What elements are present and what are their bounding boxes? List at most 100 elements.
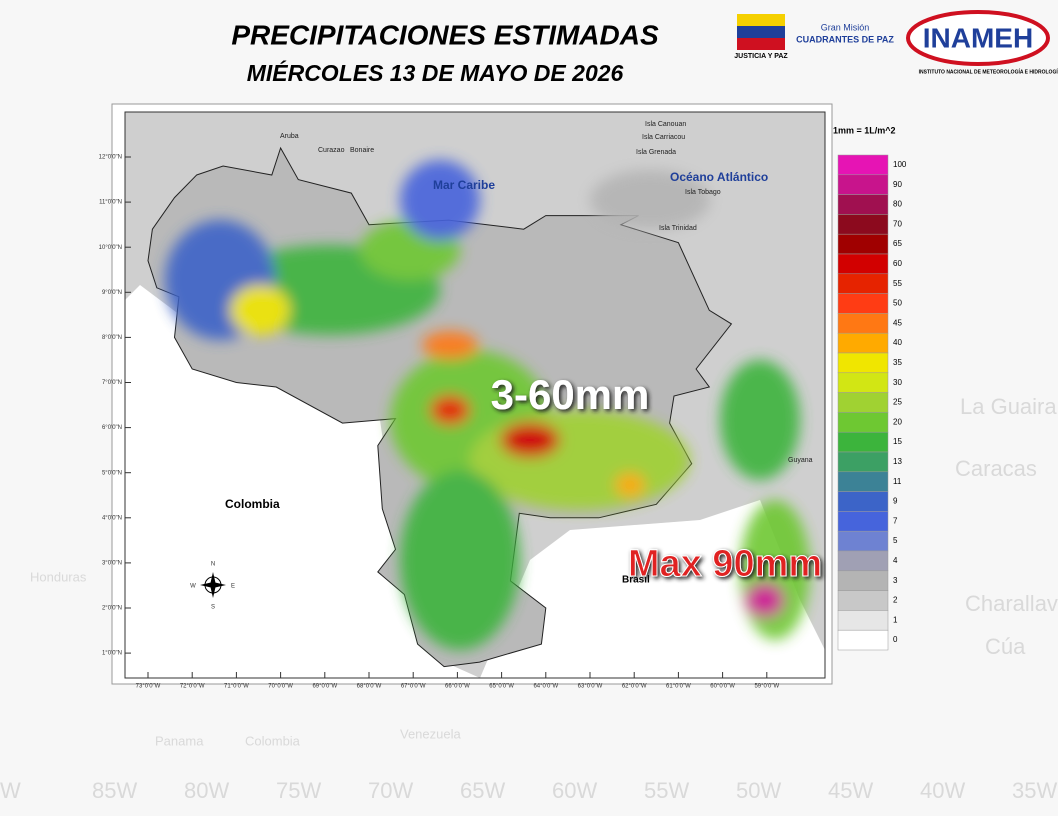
- max-label: Max 90mm: [628, 543, 822, 585]
- legend-label: 35: [893, 358, 902, 367]
- lat-tick-label: 3°0'0"N: [102, 560, 122, 566]
- lon-tick-label: 68°0'0"W: [357, 684, 382, 690]
- lon-tick-label: 71°0'0"W: [224, 684, 249, 690]
- legend-swatch: [837, 372, 889, 393]
- lon-tick-label: 62°0'0"W: [622, 684, 647, 690]
- legend-label: 0: [893, 635, 898, 644]
- lat-tick-label: 4°0'0"N: [102, 515, 122, 521]
- legend-swatch: [837, 590, 889, 611]
- lat-tick-label: 8°0'0"N: [102, 335, 122, 341]
- flag-stripe: [737, 38, 785, 50]
- lon-tick-label: 61°0'0"W: [666, 684, 691, 690]
- lat-tick-label: 11°0'0"N: [99, 200, 122, 206]
- compass-star: [200, 572, 226, 598]
- legend-swatch: [837, 451, 889, 473]
- legend-swatch: [837, 233, 889, 255]
- legend-swatch: [837, 610, 889, 631]
- legend-label: 4: [893, 556, 898, 565]
- legend-label: 7: [893, 516, 898, 525]
- logo-text: CUADRANTES DE PAZ: [796, 34, 894, 44]
- lat-tick-label: 5°0'0"N: [102, 470, 122, 476]
- lat-tick-label: 1°0'0"N: [102, 651, 122, 657]
- rain-area: [422, 331, 478, 359]
- legend-label: 2: [893, 596, 898, 605]
- compass: N S E W: [190, 562, 235, 611]
- bg-lon-label: 85W: [92, 778, 137, 803]
- legend-label: 50: [893, 299, 902, 308]
- place: Bonaire: [350, 147, 374, 154]
- legend-label: 80: [893, 200, 902, 209]
- legend-swatch: [837, 273, 889, 294]
- rain-area: [615, 473, 645, 497]
- lat-tick-label: 9°0'0"N: [102, 290, 122, 296]
- flag-stripe: [737, 14, 785, 26]
- place: Isla Carriacou: [642, 134, 685, 141]
- bg-place: Venezuela: [400, 726, 461, 741]
- legend-title: 1mm = 1L/m^2: [833, 125, 896, 135]
- rain-area: [500, 422, 560, 458]
- legend-swatch: [837, 154, 889, 176]
- bg-place: Charallave: [965, 591, 1058, 616]
- place: Isla Canouan: [645, 121, 686, 128]
- bg-place: Colombia: [245, 733, 301, 748]
- legend-label: 90: [893, 180, 902, 189]
- legend-swatch: [837, 471, 889, 492]
- place: Aruba: [280, 133, 299, 140]
- map-frame: [124, 111, 826, 679]
- country-label: Brasil: [622, 575, 650, 586]
- legend-swatch: [837, 392, 889, 413]
- bg-lon-label: W: [0, 778, 21, 803]
- legend-label: 55: [893, 279, 902, 288]
- bg-lon-label: 50W: [736, 778, 781, 803]
- place: Isla Tobago: [685, 189, 721, 196]
- legend-label: 15: [893, 437, 902, 446]
- lon-tick-label: 60°0'0"W: [710, 684, 735, 690]
- bg-lon-label: 55W: [644, 778, 689, 803]
- legend-swatch: [837, 491, 889, 512]
- bg-lon-label: 60W: [552, 778, 597, 803]
- bg-lon-label: 45W: [828, 778, 873, 803]
- logo-text: JUSTICIA Y PAZ: [734, 53, 788, 60]
- map: Aruba Curazao Bonaire Isla Canouan Isla …: [125, 112, 825, 678]
- brasil-land: [480, 500, 825, 678]
- rain-area: [745, 582, 785, 618]
- legend-swatch: [837, 293, 889, 314]
- logo-text: INSTITUTO NACIONAL DE METEOROLOGÍA E HID…: [919, 67, 1058, 75]
- lon-tick-label: 73°0'0"W: [136, 684, 161, 690]
- place: Guyana: [788, 457, 813, 464]
- legend-swatch: [837, 332, 889, 354]
- legend-label: 9: [893, 497, 898, 506]
- legend-label: 3: [893, 576, 898, 585]
- range-label: 3-60mm: [491, 371, 650, 418]
- bg-lon-label: 70W: [368, 778, 413, 803]
- logos: JUSTICIA Y PAZ Gran Misión CUADRANTES DE…: [734, 10, 1058, 75]
- compass-label: N: [211, 562, 215, 568]
- bg-lon-label: 80W: [184, 778, 229, 803]
- legend-label: 1: [893, 615, 898, 624]
- legend-label: 40: [893, 338, 902, 347]
- logo-ring: [906, 10, 1050, 66]
- background-labels: La Guaira Caracas Charallave Cúa Panama …: [0, 394, 1058, 803]
- bg-place: Panama: [155, 733, 204, 748]
- legend-label: 70: [893, 219, 902, 228]
- legend-label: 5: [893, 536, 898, 545]
- lon-tick-label: 72°0'0"W: [180, 684, 205, 690]
- bg-lon-label: 65W: [460, 778, 505, 803]
- compass-label: S: [211, 605, 215, 611]
- legend-swatch: [837, 352, 889, 374]
- legend-swatch: [837, 570, 889, 591]
- place: Isla Trinidad: [659, 225, 697, 232]
- legend-swatch: [837, 214, 889, 235]
- legend-label: 65: [893, 239, 902, 248]
- legend-swatch: [837, 431, 889, 453]
- rain-area: [230, 285, 290, 335]
- legend-swatch: [837, 550, 889, 572]
- logo-text: Gran Misión: [821, 22, 870, 32]
- lon-tick-label: 59°0'0"W: [754, 684, 779, 690]
- bg-place: Honduras: [30, 569, 87, 584]
- bg-lon-label: 75W: [276, 778, 321, 803]
- sea-label: Océano Atlántico: [670, 170, 768, 184]
- lon-tick-label: 64°0'0"W: [533, 684, 558, 690]
- rain-area: [590, 170, 710, 230]
